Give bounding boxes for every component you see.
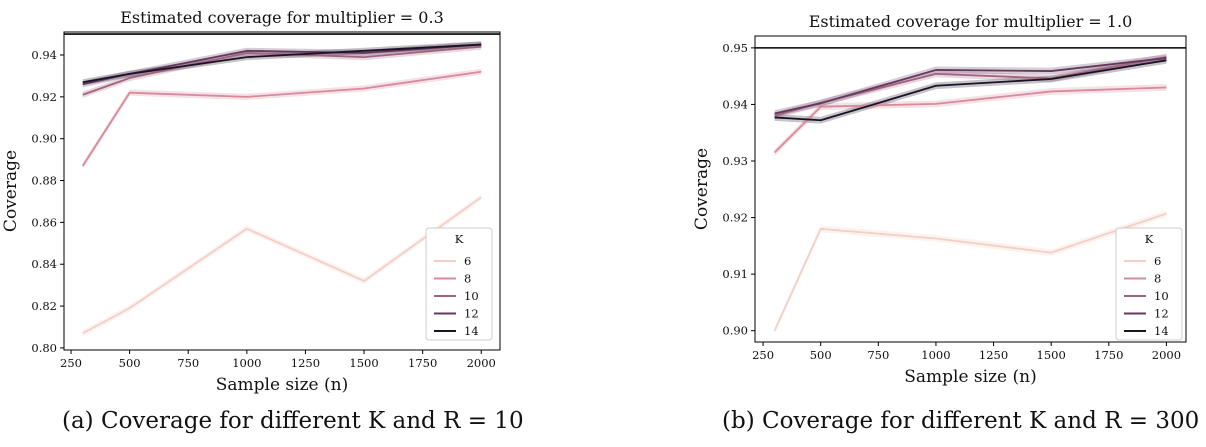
series-10-confidence-band bbox=[82, 43, 482, 98]
legend-label-8: 8 bbox=[1154, 272, 1161, 286]
plot-area bbox=[64, 33, 500, 337]
series-8-line bbox=[81, 70, 482, 167]
series-8-confidence-band bbox=[82, 68, 482, 170]
y-tick-label: 0.80 bbox=[31, 341, 57, 355]
x-tick-label: 250 bbox=[60, 356, 82, 370]
legend-label-14: 14 bbox=[464, 324, 479, 338]
series-14-confidence-band bbox=[774, 56, 1167, 124]
x-tick-label: 2000 bbox=[1152, 348, 1181, 362]
legend-label-14: 14 bbox=[1154, 324, 1169, 338]
x-tick-label: 500 bbox=[119, 356, 141, 370]
x-tick-label: 1250 bbox=[291, 356, 320, 370]
legend-label-12: 12 bbox=[464, 307, 479, 321]
plot-area bbox=[755, 47, 1186, 335]
series-12-confidence-band bbox=[82, 41, 482, 88]
y-tick-label: 0.88 bbox=[31, 174, 57, 188]
x-tick-label: 1250 bbox=[979, 348, 1008, 362]
y-axis-label: Coverage bbox=[692, 148, 712, 230]
y-tick-label: 0.86 bbox=[31, 215, 57, 229]
y-tick-label: 0.90 bbox=[722, 324, 748, 338]
legend-box bbox=[1115, 227, 1183, 341]
series-14-line bbox=[774, 59, 1167, 122]
series-14-line bbox=[82, 43, 482, 84]
series-6-confidence-band bbox=[82, 194, 482, 337]
caption-a: (a) Coverage for different K and R = 10 bbox=[62, 408, 524, 434]
legend-label-10: 10 bbox=[464, 289, 479, 303]
series-12-confidence-band bbox=[774, 54, 1167, 117]
series-8-confidence-band bbox=[774, 84, 1167, 156]
y-tick-label: 0.93 bbox=[722, 154, 748, 168]
x-tick-label: 2000 bbox=[467, 356, 496, 370]
x-tick-label: 250 bbox=[752, 348, 774, 362]
y-axis-label: Coverage bbox=[1, 150, 21, 232]
chart-panel-b: Estimated coverage for multiplier = 1.0 S… bbox=[690, 0, 1206, 400]
series-10-line bbox=[82, 45, 482, 96]
y-tick-label: 0.94 bbox=[722, 97, 748, 111]
x-tick-label: 500 bbox=[810, 348, 832, 362]
series-12-line bbox=[774, 57, 1167, 115]
y-tick-label: 0.91 bbox=[722, 267, 748, 281]
y-tick-label: 0.94 bbox=[31, 48, 57, 62]
legend-label-10: 10 bbox=[1154, 289, 1169, 303]
x-tick-label: 1750 bbox=[408, 356, 437, 370]
x-tick-label: 1000 bbox=[232, 356, 261, 370]
chart-title: Estimated coverage for multiplier = 0.3 bbox=[120, 8, 444, 27]
legend: K6 8 10 12 14 bbox=[425, 227, 493, 341]
legend-label-6: 6 bbox=[464, 254, 471, 268]
series-6-line bbox=[82, 196, 482, 335]
x-tick-label: 1750 bbox=[1094, 348, 1123, 362]
chart-title: Estimated coverage for multiplier = 1.0 bbox=[809, 12, 1133, 31]
plot-frame bbox=[63, 31, 501, 351]
legend-title: K bbox=[1145, 232, 1154, 246]
legend-label-8: 8 bbox=[464, 272, 471, 286]
x-tick-label: 1000 bbox=[921, 348, 950, 362]
caption-b: (b) Coverage for different K and R = 300 bbox=[722, 408, 1200, 434]
series-8-line bbox=[773, 86, 1167, 154]
series-6-line bbox=[773, 212, 1167, 332]
y-tick-label: 0.84 bbox=[31, 257, 57, 271]
y-tick-label: 0.90 bbox=[31, 132, 57, 146]
y-tick-label: 0.82 bbox=[31, 299, 57, 313]
legend: K6 8 10 12 14 bbox=[1115, 227, 1183, 341]
series-6-confidence-band bbox=[774, 210, 1167, 335]
x-tick-label: 1500 bbox=[1037, 348, 1066, 362]
legend-label-12: 12 bbox=[1154, 307, 1169, 321]
x-tick-label: 750 bbox=[177, 356, 199, 370]
x-axis-label: Sample size (n) bbox=[904, 367, 1036, 387]
chart-svg: Estimated coverage for multiplier = 0.3 S… bbox=[1, 8, 501, 395]
y-tick-label: 0.92 bbox=[722, 211, 748, 225]
y-tick-label: 0.95 bbox=[722, 41, 748, 55]
chart-panel-a: Estimated coverage for multiplier = 0.3 S… bbox=[0, 0, 520, 400]
x-tick-label: 1500 bbox=[349, 356, 378, 370]
legend-title: K bbox=[455, 232, 464, 246]
x-axis-label: Sample size (n) bbox=[216, 375, 348, 395]
x-tick-label: 750 bbox=[867, 348, 889, 362]
chart-svg: Estimated coverage for multiplier = 1.0 S… bbox=[692, 12, 1187, 387]
legend-box bbox=[425, 227, 493, 341]
y-tick-label: 0.92 bbox=[31, 90, 57, 104]
legend-label-6: 6 bbox=[1154, 254, 1161, 268]
plot-frame bbox=[754, 35, 1187, 343]
